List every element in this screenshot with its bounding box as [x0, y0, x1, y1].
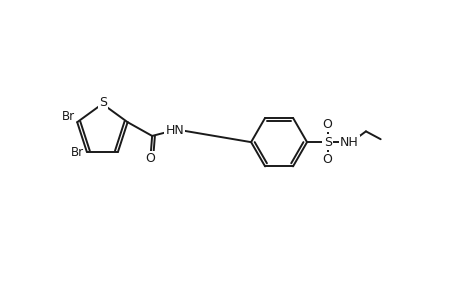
- Text: HN: HN: [165, 124, 184, 136]
- Text: S: S: [323, 136, 331, 148]
- Text: O: O: [322, 153, 332, 166]
- Text: Br: Br: [70, 146, 84, 159]
- Text: NH: NH: [339, 136, 358, 148]
- Text: S: S: [99, 96, 106, 110]
- Text: Br: Br: [62, 110, 75, 123]
- Text: O: O: [146, 152, 155, 166]
- Text: O: O: [322, 118, 332, 131]
